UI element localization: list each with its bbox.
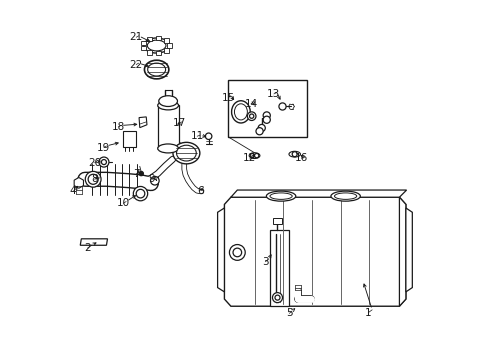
Ellipse shape <box>158 144 178 153</box>
Polygon shape <box>269 230 289 306</box>
Circle shape <box>292 152 297 157</box>
Circle shape <box>233 248 241 257</box>
Circle shape <box>150 176 159 185</box>
Text: 7: 7 <box>133 168 139 179</box>
Text: 16: 16 <box>295 153 308 163</box>
Bar <box>147 36 152 41</box>
Bar <box>147 50 152 54</box>
Circle shape <box>272 293 282 303</box>
Bar <box>228 80 306 137</box>
Ellipse shape <box>249 153 260 158</box>
Ellipse shape <box>231 101 250 123</box>
Ellipse shape <box>144 60 168 79</box>
Circle shape <box>133 186 147 201</box>
Ellipse shape <box>143 38 169 53</box>
Text: 9: 9 <box>148 174 155 184</box>
Circle shape <box>278 103 285 110</box>
Bar <box>156 36 161 40</box>
Bar <box>164 49 169 53</box>
Circle shape <box>136 189 144 198</box>
Bar <box>141 46 146 50</box>
Ellipse shape <box>330 191 360 201</box>
Text: 19: 19 <box>97 143 110 153</box>
Circle shape <box>254 153 258 158</box>
Circle shape <box>229 244 244 260</box>
Text: 18: 18 <box>111 122 124 132</box>
Circle shape <box>255 128 263 135</box>
Ellipse shape <box>147 40 165 51</box>
Ellipse shape <box>176 145 196 161</box>
Circle shape <box>250 153 254 158</box>
Text: 11: 11 <box>190 131 203 141</box>
Ellipse shape <box>266 191 295 201</box>
Circle shape <box>101 159 106 165</box>
Circle shape <box>249 114 253 118</box>
Ellipse shape <box>334 193 356 199</box>
Circle shape <box>139 171 143 176</box>
Bar <box>158 105 178 148</box>
Polygon shape <box>80 239 107 245</box>
Text: 21: 21 <box>129 32 142 42</box>
Circle shape <box>258 125 265 132</box>
Polygon shape <box>217 208 224 292</box>
Ellipse shape <box>159 96 177 107</box>
Text: 22: 22 <box>129 59 142 69</box>
Circle shape <box>274 295 280 300</box>
Ellipse shape <box>269 193 292 199</box>
Text: 14: 14 <box>244 99 257 109</box>
Ellipse shape <box>173 142 200 164</box>
Text: 2: 2 <box>84 243 91 253</box>
Bar <box>122 131 136 147</box>
Text: 3: 3 <box>262 257 268 267</box>
Polygon shape <box>224 197 405 306</box>
Bar <box>167 43 172 48</box>
Circle shape <box>99 157 109 167</box>
Text: 13: 13 <box>267 89 280 99</box>
Text: 8: 8 <box>91 174 98 184</box>
Text: 17: 17 <box>172 118 185 128</box>
Ellipse shape <box>234 104 247 120</box>
Bar <box>164 38 169 42</box>
Ellipse shape <box>158 101 178 110</box>
Bar <box>152 177 158 184</box>
Ellipse shape <box>147 63 165 76</box>
Bar <box>273 219 282 224</box>
Polygon shape <box>74 177 83 188</box>
Text: 10: 10 <box>117 198 130 208</box>
Text: 1: 1 <box>364 308 371 318</box>
Circle shape <box>247 112 255 121</box>
Polygon shape <box>405 208 411 292</box>
Circle shape <box>263 116 270 123</box>
Text: 12: 12 <box>243 153 256 163</box>
Polygon shape <box>399 197 405 306</box>
Bar <box>156 51 161 55</box>
Circle shape <box>263 112 270 119</box>
Ellipse shape <box>288 151 300 157</box>
Text: 6: 6 <box>197 186 203 196</box>
Polygon shape <box>139 117 147 128</box>
Circle shape <box>205 133 211 139</box>
Text: 4: 4 <box>70 186 76 197</box>
Text: 15: 15 <box>221 93 235 103</box>
Bar <box>141 41 146 45</box>
Text: 5: 5 <box>285 309 292 318</box>
Circle shape <box>88 174 98 184</box>
Polygon shape <box>230 190 406 197</box>
Circle shape <box>85 171 101 187</box>
Text: 20: 20 <box>88 158 101 168</box>
